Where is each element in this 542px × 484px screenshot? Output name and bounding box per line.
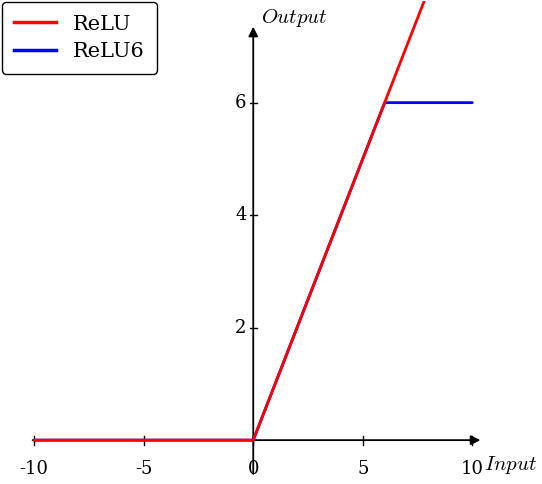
ReLU: [376, 114, 383, 120]
Text: -10: -10: [20, 460, 49, 478]
Text: 4: 4: [235, 206, 247, 224]
ReLU6: [233, 437, 239, 443]
Text: $\mathit{Output}$: $\mathit{Output}$: [261, 7, 327, 29]
ReLU6: [456, 100, 463, 106]
ReLU6: [469, 100, 475, 106]
ReLU: [233, 437, 239, 443]
Text: 5: 5: [357, 460, 369, 478]
Text: $\mathit{Input}$: $\mathit{Input}$: [485, 454, 537, 476]
Text: 6: 6: [235, 93, 247, 112]
ReLU6: [53, 437, 60, 443]
ReLU6: [456, 100, 463, 106]
ReLU6: [31, 437, 37, 443]
Line: ReLU: ReLU: [34, 0, 472, 440]
Line: ReLU6: ReLU6: [34, 103, 472, 440]
Text: -5: -5: [135, 460, 152, 478]
Text: 0: 0: [248, 460, 259, 478]
ReLU6: [382, 100, 388, 106]
ReLU: [53, 437, 60, 443]
ReLU6: [244, 437, 250, 443]
ReLU6: [376, 114, 383, 120]
Text: 2: 2: [235, 318, 247, 337]
Legend: ReLU, ReLU6: ReLU, ReLU6: [2, 2, 157, 74]
ReLU: [31, 437, 37, 443]
ReLU: [244, 437, 250, 443]
Text: 10: 10: [461, 460, 484, 478]
